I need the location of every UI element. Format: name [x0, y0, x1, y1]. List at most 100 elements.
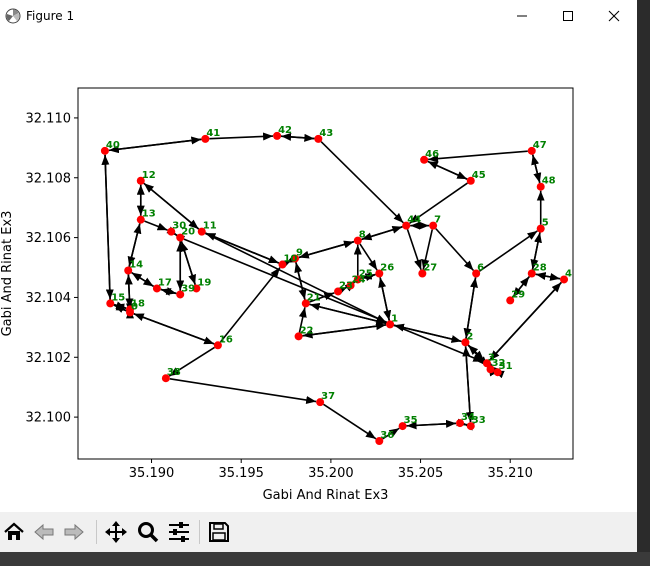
nodes-layer — [100, 131, 569, 446]
edge-arrow — [113, 303, 127, 312]
node-label: 45 — [472, 170, 486, 181]
node-point — [402, 221, 411, 230]
title-bar[interactable]: Figure 1 — [0, 0, 637, 32]
node-label: 48 — [542, 176, 556, 187]
node-label: 47 — [533, 140, 547, 151]
edge-arrow — [124, 274, 133, 309]
move-icon — [105, 521, 127, 543]
edge-arrow — [281, 132, 315, 141]
node-point — [346, 281, 355, 290]
sliders-icon — [169, 522, 189, 542]
node-label: 13 — [142, 209, 156, 220]
node-label: 11 — [203, 221, 217, 232]
minimize-button[interactable] — [499, 0, 545, 32]
node-label: 8 — [359, 230, 366, 241]
x-tick-label: 35.205 — [398, 466, 444, 481]
node-label: 4 — [565, 268, 572, 279]
edge-arrow — [428, 150, 528, 163]
node-label: 22 — [300, 325, 314, 336]
back-arrow-icon — [34, 523, 54, 541]
node-label: 41 — [206, 128, 220, 139]
plot-svg: 0123456789101112131415161718192021222324… — [0, 87, 574, 503]
node-point — [136, 176, 145, 185]
toolbar-separator — [96, 520, 97, 544]
node-label: 14 — [129, 260, 143, 271]
maximize-icon — [563, 11, 573, 21]
node-label: 28 — [533, 263, 547, 274]
node-point — [560, 275, 569, 284]
back-button[interactable] — [30, 518, 58, 546]
node-label: 39 — [181, 283, 195, 294]
home-icon — [4, 522, 24, 540]
node-label: 2 — [466, 331, 473, 342]
node-point — [375, 269, 384, 278]
axes-frame — [77, 87, 574, 460]
close-button[interactable] — [591, 0, 637, 32]
node-point — [334, 287, 343, 296]
edge-arrow — [378, 277, 391, 321]
node-labels-layer: 0123456789101112131415161718192021222324… — [106, 125, 572, 441]
node-label: 31 — [499, 361, 513, 372]
node-point — [167, 227, 176, 236]
node-label: 1 — [391, 313, 398, 324]
zoom-button[interactable] — [134, 518, 162, 546]
node-label: 38 — [167, 367, 181, 378]
node-point — [418, 269, 427, 278]
node-point — [506, 296, 515, 305]
node-point — [466, 422, 475, 431]
forward-button[interactable] — [60, 518, 88, 546]
node-point — [301, 299, 310, 308]
background-strip — [0, 552, 650, 566]
edge-arrow — [531, 154, 542, 184]
node-label: 18 — [131, 298, 145, 309]
node-point — [527, 146, 536, 155]
edge-arrow — [209, 132, 274, 141]
matplotlib-logo-icon — [5, 8, 21, 24]
close-icon — [608, 10, 620, 22]
save-button[interactable] — [205, 518, 233, 546]
node-label: 30 — [172, 221, 186, 232]
node-label: 36 — [380, 430, 394, 441]
maximize-button[interactable] — [545, 0, 591, 32]
node-point — [176, 290, 185, 299]
node-point — [213, 341, 222, 350]
node-point — [316, 398, 325, 407]
edge-arrow — [478, 230, 538, 272]
node-label: 3 — [488, 352, 495, 363]
node-label: 33 — [472, 415, 486, 426]
edge-arrow — [219, 267, 281, 343]
node-label: 9 — [296, 248, 303, 259]
node-point — [161, 374, 170, 383]
node-point — [197, 227, 206, 236]
configure-subplots-button[interactable] — [165, 518, 193, 546]
edge-arrow — [204, 232, 387, 324]
node-label: 7 — [434, 215, 441, 226]
edge-arrow — [302, 322, 387, 337]
node-label: 20 — [181, 227, 195, 238]
node-label: 23 — [339, 280, 353, 291]
edge-arrow — [512, 276, 530, 298]
node-point — [353, 275, 362, 284]
figure-canvas[interactable]: 0 1 2 3 4 5 6 7 8 9 10 11 12 13 14 15 16 17 18 19 20 21 22 23 24… — [0, 32, 637, 512]
home-button[interactable] — [0, 518, 28, 546]
node-label: 15 — [111, 292, 125, 303]
y-tick-label: 32.106 — [26, 231, 72, 246]
node-point — [314, 134, 323, 143]
node-label: 10 — [283, 254, 297, 265]
node-label: 6 — [477, 263, 484, 274]
node-point — [527, 269, 536, 278]
edge-arrow — [309, 303, 387, 325]
x-tick-label: 35.210 — [487, 466, 533, 481]
forward-arrow-icon — [64, 523, 84, 541]
toolbar-separator — [199, 520, 200, 544]
edges-layer — [101, 132, 562, 440]
x-tick-label: 35.200 — [308, 466, 354, 481]
node-point — [294, 332, 303, 341]
pan-button[interactable] — [102, 518, 130, 546]
node-label: 25 — [359, 268, 373, 279]
node-point — [429, 221, 438, 230]
node-label: 34 — [461, 412, 475, 423]
node-point — [201, 134, 210, 143]
edge-arrow — [128, 223, 142, 267]
node-point — [152, 284, 161, 293]
